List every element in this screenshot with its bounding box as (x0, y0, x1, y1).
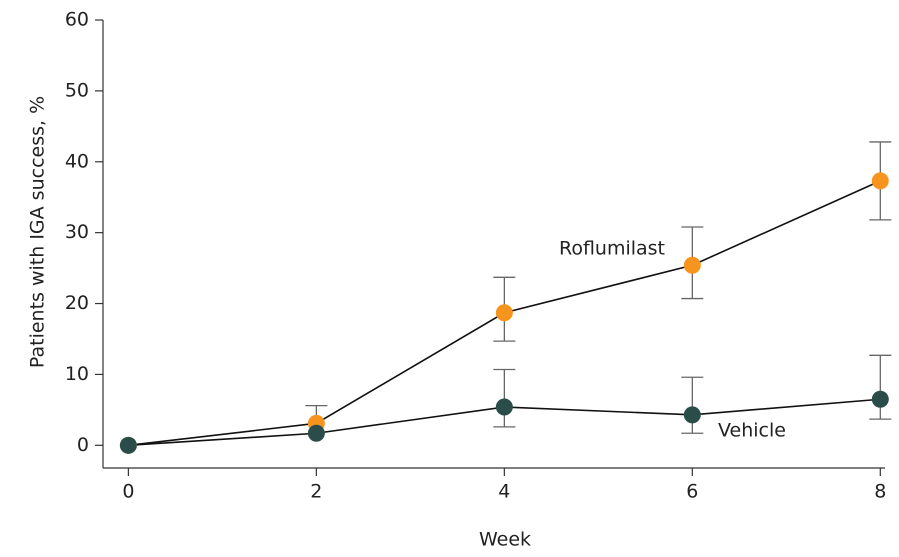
y-tick-label: 10 (65, 363, 89, 385)
x-tick-label: 4 (498, 481, 510, 503)
x-tick-label: 6 (686, 481, 698, 503)
y-tick-label: 0 (77, 434, 89, 456)
data-point (307, 424, 325, 442)
series-label: Roflumilast (559, 238, 665, 260)
data-point (683, 256, 701, 274)
y-tick-label: 30 (65, 221, 89, 243)
series-label: Vehicle (718, 420, 786, 442)
data-point (683, 406, 701, 424)
data-point (495, 304, 513, 322)
data-point (119, 436, 137, 454)
data-point (495, 398, 513, 416)
y-tick-label: 50 (65, 79, 89, 101)
y-tick-label: 60 (65, 9, 89, 31)
data-point (871, 390, 889, 408)
y-axis-label: Patients with IGA success, % (27, 96, 49, 368)
y-tick-label: 40 (65, 150, 89, 172)
x-tick-label: 8 (874, 481, 886, 503)
y-tick-label: 20 (65, 292, 89, 314)
error-bar (681, 376, 704, 434)
x-tick-label: 2 (310, 481, 322, 503)
x-axis-label: Week (479, 529, 531, 551)
x-tick-label: 0 (122, 481, 134, 503)
error-bar (493, 368, 516, 428)
data-point (871, 172, 889, 190)
error-bar (869, 354, 892, 420)
